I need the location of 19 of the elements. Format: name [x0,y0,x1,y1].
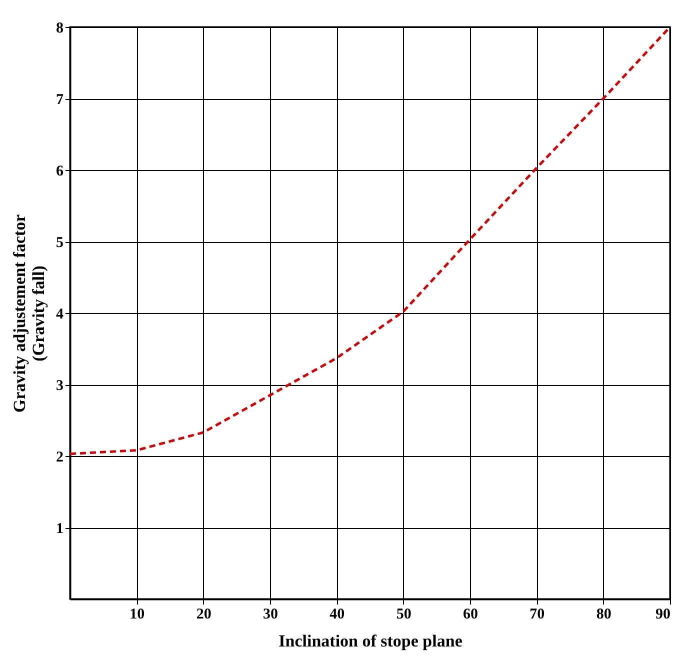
y-axis-title: Gravity adjustement factor (Gravity fall) [10,214,48,413]
y-tick-label: 4 [56,306,64,322]
y-tick-label: 3 [56,378,64,394]
x-tick-label: 20 [196,606,212,622]
x-tick-label: 50 [396,606,412,622]
y-tick-label: 1 [56,521,64,537]
x-tick-label: 70 [530,606,545,622]
y-tick-label: 8 [56,20,64,36]
x-axis-title: Inclination of stope plane [278,632,463,650]
y-tick-label: 2 [56,450,64,466]
x-tick-label: 30 [263,606,278,622]
x-tick-label: 40 [330,606,345,622]
x-tick-label: 80 [596,606,612,622]
y-tick-label: 5 [56,235,64,251]
y-tick-label: 6 [56,164,64,180]
y-tick-label: 7 [56,92,64,108]
x-tick-label: 10 [130,606,145,622]
x-tick-label: 60 [463,606,478,622]
x-tick-label: 90 [656,606,670,622]
